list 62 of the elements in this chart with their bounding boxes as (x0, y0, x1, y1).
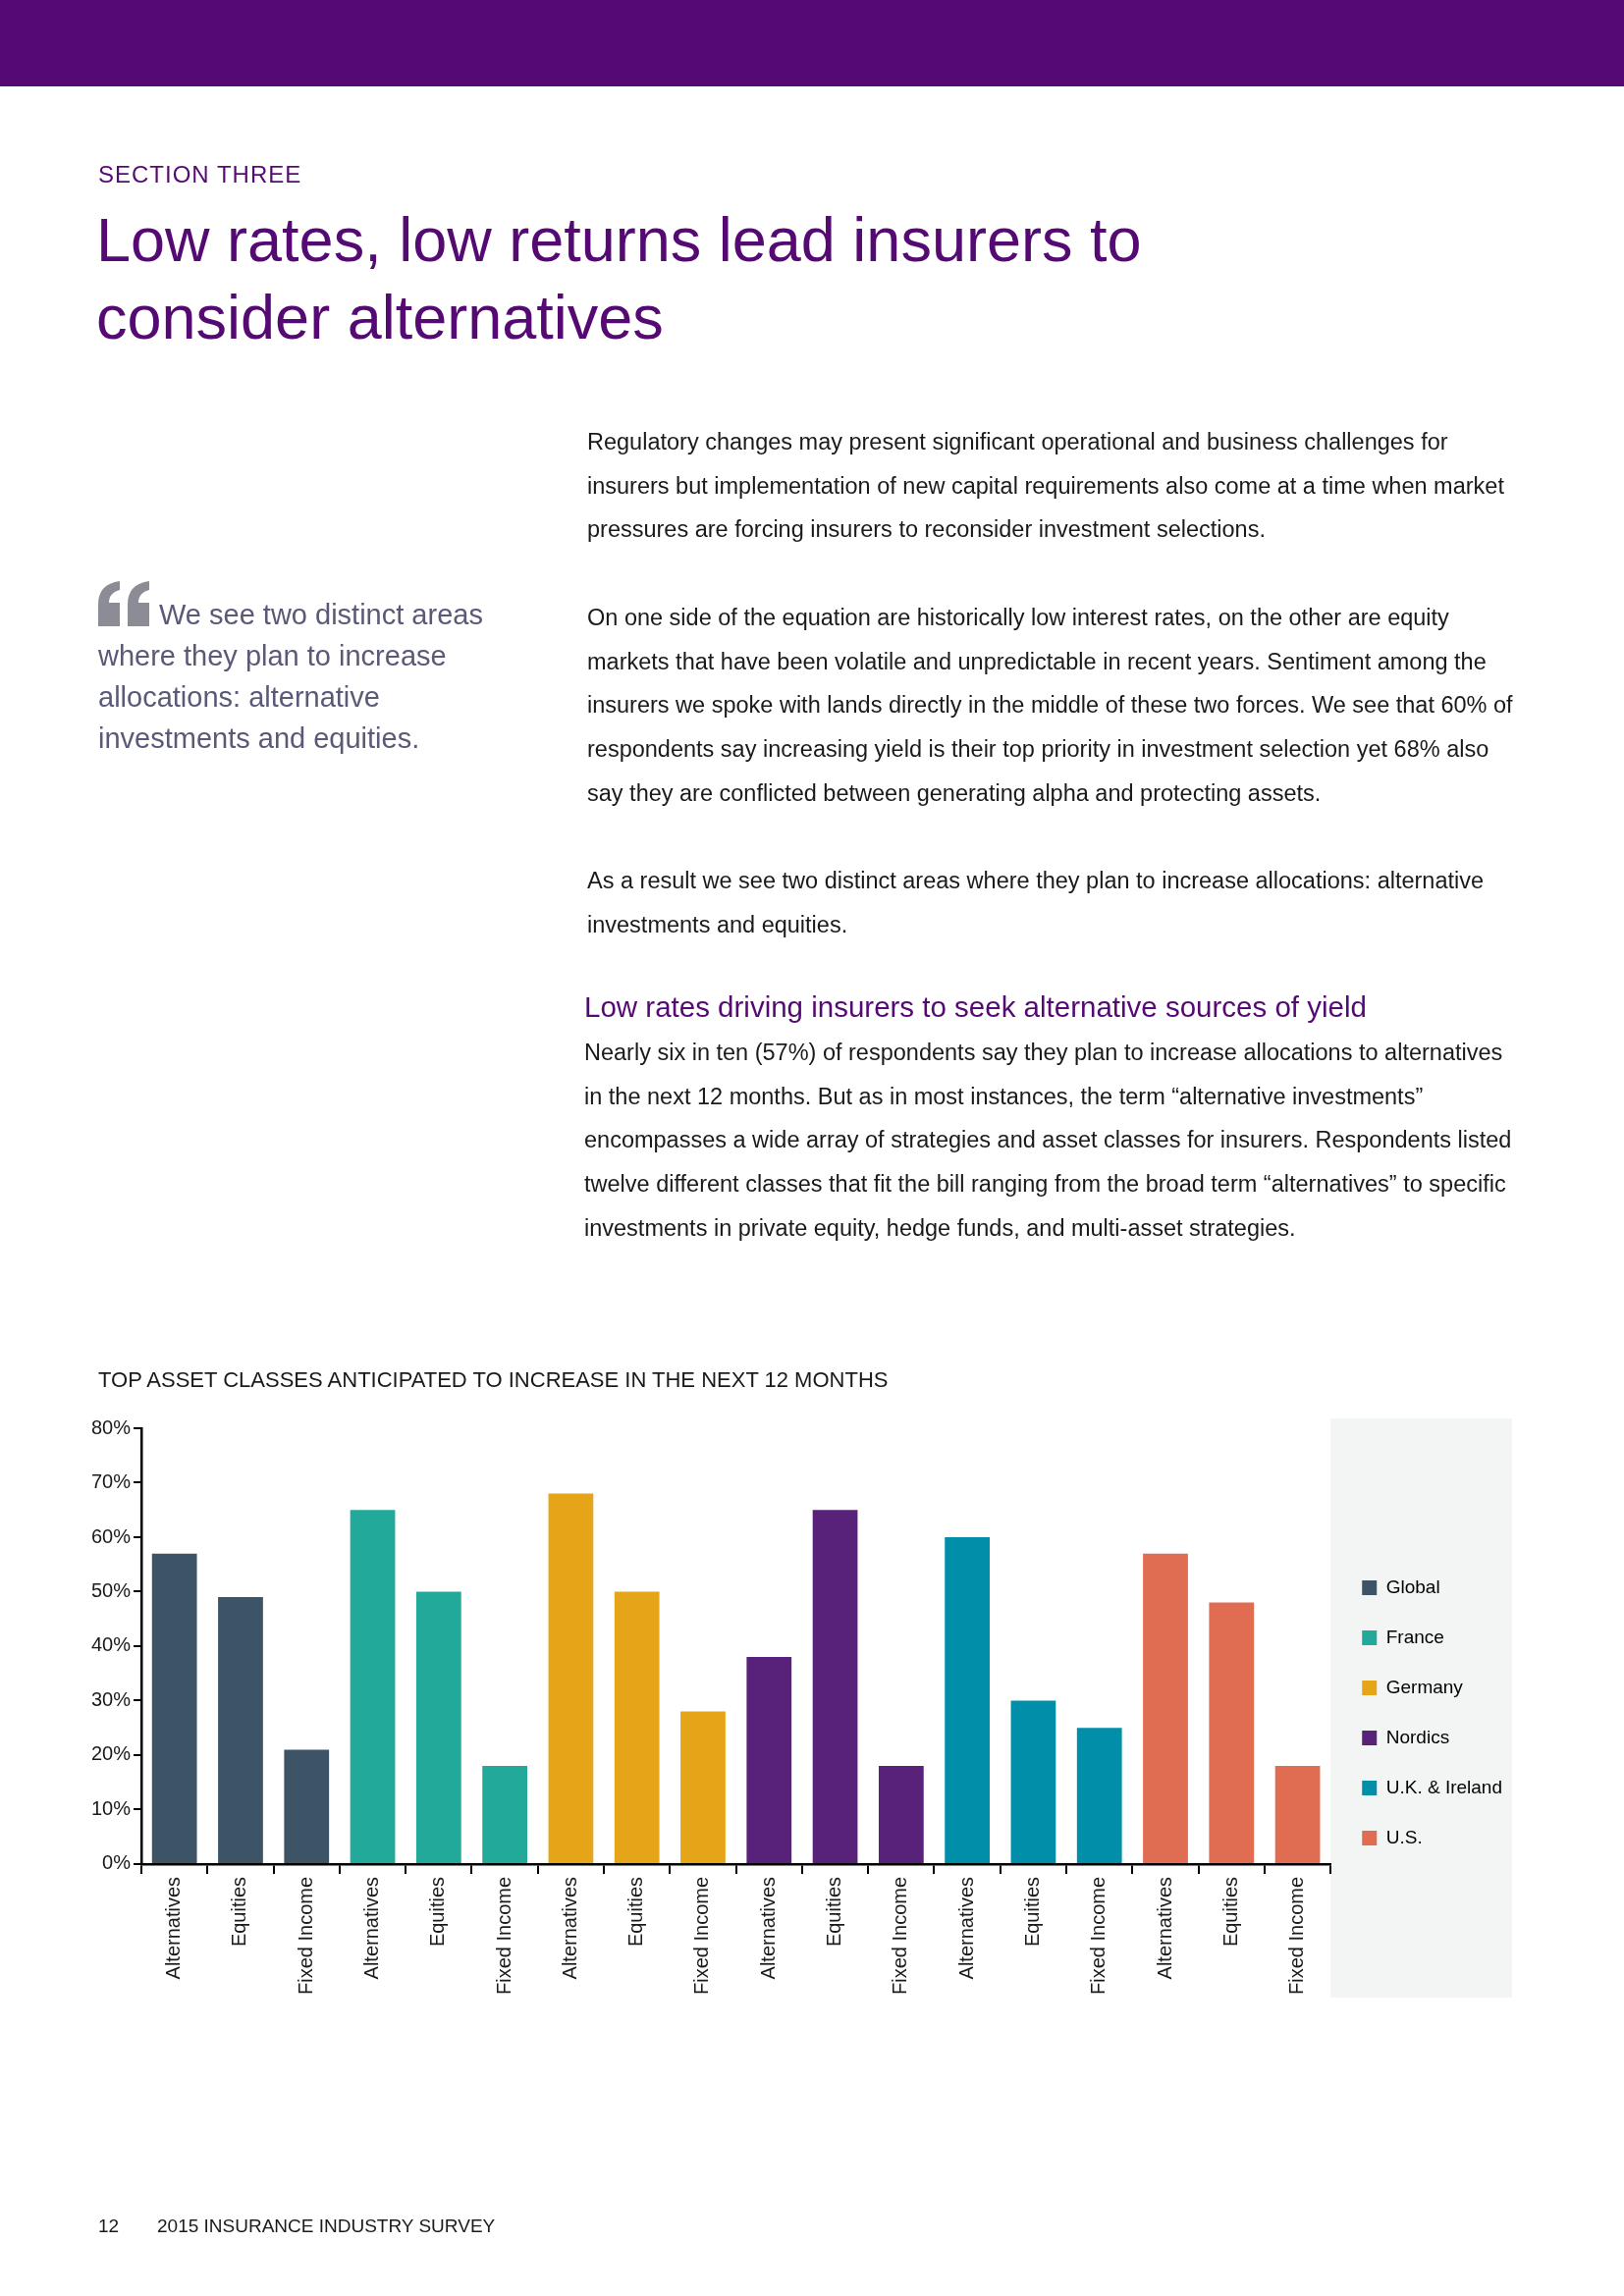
text: 2015 INSURANCE INDUSTRY SURVEY (157, 2216, 497, 2238)
bar (482, 1766, 527, 1863)
bar (1010, 1700, 1056, 1863)
text: We see two distinct areas where they plan to increase allocations: alternative investments and equities. (98, 598, 484, 757)
y-tick-label: 10% (91, 1796, 132, 1819)
x-tick-label: Fixed Income (690, 1876, 713, 1996)
x-tick-label: Alternatives (558, 1876, 580, 1980)
bar (746, 1657, 792, 1863)
y-tick-label: 70% (91, 1470, 132, 1493)
bar (1209, 1602, 1255, 1863)
x-tick-label: Equities (228, 1876, 250, 1948)
x-tick-label: Alternatives (954, 1876, 977, 1980)
x-tick-label: Equities (426, 1876, 449, 1948)
bar (878, 1766, 924, 1863)
text: Regulatory changes may present significant operational and business challenges for insurers but implementation of new capital requirements also come at a time when market pressures are forcing insurers to reconsider investment selections. (587, 428, 1505, 545)
bar (548, 1493, 594, 1863)
x-tick-label: Equities (624, 1876, 647, 1948)
x-tick-label: Fixed Income (889, 1876, 911, 1996)
bar (1274, 1766, 1321, 1863)
x-tick-label: Alternatives (360, 1876, 383, 1980)
text: Low rates driving insurers to seek alternative sources of yield (584, 989, 1368, 1025)
x-tick-label: Equities (1020, 1876, 1043, 1948)
y-tick-label: 20% (91, 1742, 132, 1765)
x-tick-label: Fixed Income (294, 1876, 316, 1996)
y-tick-label: 50% (91, 1579, 132, 1601)
legend-label: Nordics (1385, 1726, 1450, 1747)
bar (284, 1749, 330, 1863)
text: As a result we see two distinct areas where they plan to increase allocations: alternative investments and equities. (587, 867, 1486, 939)
text: SECTION THREE (98, 161, 303, 189)
y-tick-label: 30% (91, 1687, 132, 1710)
bar (1143, 1553, 1188, 1863)
bar (151, 1553, 197, 1863)
x-tick-label: Fixed Income (492, 1876, 514, 1996)
legend-label: France (1385, 1626, 1444, 1647)
legend-label: Germany (1385, 1676, 1464, 1697)
legend-label: Global (1385, 1575, 1440, 1597)
bar (680, 1711, 726, 1863)
text: Low rates, low returns lead insurers to consider alternatives (96, 204, 1143, 353)
x-tick-label: Equities (1218, 1876, 1241, 1948)
text: On one side of the equation are historically low interest rates, on the other are equity markets that have been volatile and unpredictable in recent years. Sentiment among the insurers we spoke with lands directly in the middle of these two forces. We see that 60% of respondents say increasing yield is their top priority in investment selection yet 68% also say they are conflicted between generating alpha and protecting assets. (587, 604, 1514, 808)
y-tick-label: 80% (91, 1415, 132, 1438)
x-tick-label: Equities (823, 1876, 845, 1948)
bar (218, 1597, 263, 1863)
legend-label: U.S. (1385, 1826, 1423, 1847)
bar (350, 1510, 396, 1863)
x-tick-label: Alternatives (162, 1876, 185, 1980)
y-tick-label: 0% (102, 1851, 132, 1874)
text: 12 (98, 2216, 121, 2238)
legend-label: U.K. & Ireland (1385, 1776, 1502, 1797)
x-tick-label: Alternatives (1153, 1876, 1175, 1980)
chart-title: TOP ASSET CLASSES ANTICIPATED TO INCREASE IN THE NEXT 12 MONTHS (98, 1367, 890, 1393)
x-tick-label: Fixed Income (1285, 1876, 1308, 1996)
text: Nearly six in ten (57%) of respondents say they plan to increase allocations to alternatives in the next 12 months. But as in most instances, the term “alternative investments” encompasses a wide array of strategies and asset classes for insurers. Respondents listed twelve different classes that fit the bill ranging from the broad term “alternatives” to specific investments in private equity, hedge funds, and multi-asset strategies. (584, 1039, 1513, 1243)
x-tick-label: Alternatives (756, 1876, 779, 1980)
y-tick-label: 40% (91, 1633, 132, 1656)
bar (614, 1591, 660, 1863)
bar (1076, 1728, 1122, 1863)
y-tick-label: 60% (91, 1524, 132, 1547)
bar (812, 1510, 858, 1863)
x-tick-label: Fixed Income (1087, 1876, 1110, 1996)
bar (415, 1591, 461, 1863)
bar (945, 1536, 991, 1863)
